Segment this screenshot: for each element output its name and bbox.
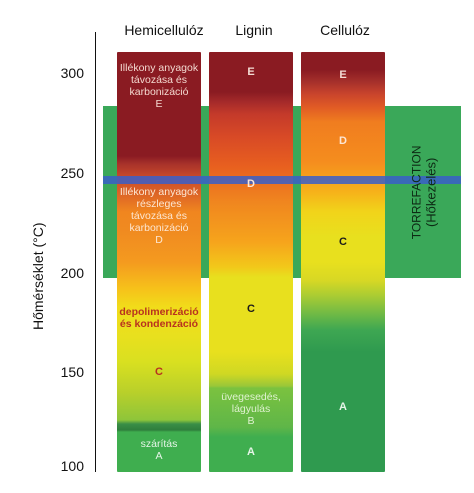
- hemi-stage-d-letter: D: [155, 234, 163, 247]
- header-hemicellulose: Hemicellulóz: [124, 22, 204, 38]
- hemi-stage-a-label: szárítás A: [117, 438, 201, 462]
- y-tick-100: 100: [60, 458, 84, 474]
- torrefaction-label-line1: TORREFACTION: [409, 145, 424, 240]
- hemicellulose-column: [117, 52, 201, 472]
- y-axis-line: [95, 32, 96, 472]
- hemi-stage-c-letter: C: [155, 366, 163, 378]
- hemi-stage-e-label: Illékony anyagok távozása és karbonizáci…: [117, 62, 201, 110]
- lignin-stage-d-letter: D: [247, 178, 255, 190]
- cellulose-stage-a-letter: A: [339, 401, 347, 413]
- cellulose-stage-e-letter: E: [339, 69, 347, 81]
- hemi-stage-a-letter: A: [155, 450, 163, 463]
- lignin-stage-c-letter: C: [247, 303, 255, 315]
- y-tick-200: 200: [60, 265, 84, 281]
- y-tick-300: 300: [60, 65, 84, 81]
- lignin-column: [209, 52, 293, 472]
- lignin-stage-b-letter: B: [247, 415, 255, 428]
- header-lignin: Lignin: [235, 22, 273, 38]
- y-tick-150: 150: [60, 364, 84, 380]
- hemi-stage-c-text: depolimerizáció és kondenzáció: [119, 306, 199, 331]
- lignin-stage-b-text: üvegesedés, lágyulás: [221, 391, 281, 416]
- hemi-stage-e-text: Illékony anyagok távozása és karbonizáci…: [119, 62, 199, 99]
- torrefaction-label-line2: (Hőkezelés): [423, 157, 439, 228]
- hemi-stage-d-text: Illékony anyagok részleges távozása és k…: [119, 186, 199, 235]
- hemi-stage-c-label: depolimerizáció és kondenzáció: [117, 306, 201, 330]
- torrefaction-center-line: [103, 176, 461, 184]
- hemi-stage-d-label: Illékony anyagok részleges távozása és k…: [117, 186, 201, 246]
- header-cellulose: Cellulóz: [320, 22, 370, 38]
- lignin-stage-a-letter: A: [247, 446, 255, 458]
- lignin-stage-b-label: üvegesedés, lágyulás B: [209, 391, 293, 427]
- hemi-stage-a-text: szárítás: [140, 438, 178, 450]
- cellulose-stage-c-letter: C: [339, 236, 347, 248]
- torrefaction-label: TORREFACTION (Hőkezelés): [409, 127, 440, 257]
- cellulose-stage-d-letter: D: [339, 135, 347, 147]
- hemi-stage-e-letter: E: [155, 98, 163, 111]
- y-axis-title: Hőmérséklet (°C): [30, 222, 46, 330]
- lignin-stage-e-letter: E: [247, 66, 255, 78]
- cellulose-column: [301, 52, 385, 472]
- y-tick-250: 250: [60, 165, 84, 181]
